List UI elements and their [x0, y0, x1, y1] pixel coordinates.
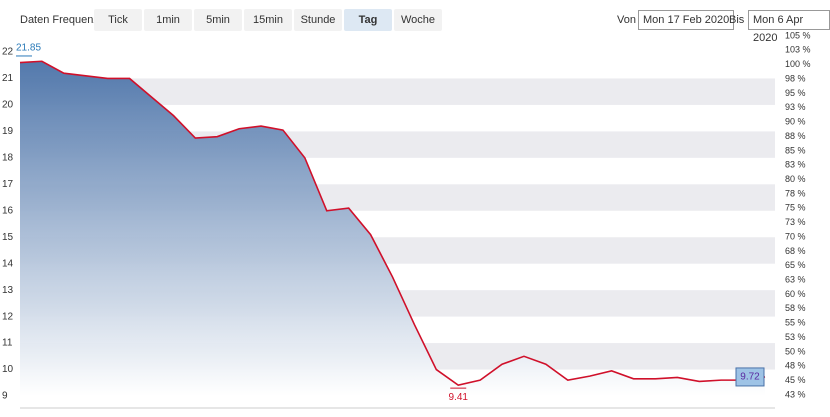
y-tick-label: 21	[2, 73, 14, 84]
y-tick-label: 13	[2, 285, 14, 296]
y2-tick-label: 75 %	[785, 203, 806, 213]
y2-tick-label: 60 %	[785, 289, 806, 299]
y-tick-label: 16	[2, 205, 14, 216]
area-fill	[20, 61, 765, 397]
y2-tick-label: 90 %	[785, 117, 806, 127]
frequency-label: Daten Frequenz	[20, 14, 99, 26]
max-label: 21.85	[16, 43, 41, 54]
y-tick-label: 12	[2, 311, 14, 322]
y2-tick-label: 43 %	[785, 389, 806, 399]
y-tick-label: 19	[2, 126, 14, 137]
y-tick-label: 10	[2, 364, 14, 375]
from-label: Von	[617, 14, 636, 26]
y2-tick-label: 50 %	[785, 346, 806, 356]
to-date[interactable]: Mon 6 Apr 2020	[748, 10, 830, 44]
frequency-button[interactable]: Tick	[94, 9, 142, 31]
from-date[interactable]: Mon 17 Feb 2020	[638, 10, 735, 30]
y2-tick-label: 93 %	[785, 102, 806, 112]
y-tick-label: 22	[2, 47, 14, 58]
y2-tick-label: 98 %	[785, 73, 806, 83]
y2-tick-label: 88 %	[785, 131, 806, 141]
y2-tick-label: 58 %	[785, 303, 806, 313]
y2-tick-label: 45 %	[785, 375, 806, 385]
y2-tick-label: 65 %	[785, 260, 806, 270]
last-label: 9.72	[740, 372, 760, 383]
frequency-button[interactable]: Woche	[394, 9, 442, 31]
y2-tick-label: 53 %	[785, 332, 806, 342]
y-tick-label: 11	[2, 338, 13, 349]
y-tick-label: 9	[2, 391, 8, 402]
min-label: 9.41	[449, 392, 469, 403]
last-box	[735, 367, 765, 387]
y2-tick-label: 55 %	[785, 318, 806, 328]
y2-tick-label: 85 %	[785, 145, 806, 155]
frequency-button[interactable]: 1min	[144, 9, 192, 31]
frequency-button[interactable]: Stunde	[294, 9, 342, 31]
y-tick-label: 17	[2, 179, 14, 190]
y-tick-label: 15	[2, 232, 14, 243]
y2-tick-label: 103 %	[785, 45, 811, 55]
y-tick-label: 18	[2, 152, 14, 163]
frequency-button[interactable]: 5min	[194, 9, 242, 31]
to-label: Bis	[729, 14, 745, 26]
y-tick-label: 20	[2, 100, 14, 111]
y2-tick-label: 100 %	[785, 59, 811, 69]
toolbar: Daten Frequenz Von Mon 17 Feb 2020 Bis M…	[0, 0, 830, 44]
y2-tick-label: 95 %	[785, 88, 806, 98]
y2-tick-label: 105 %	[785, 30, 811, 40]
y2-tick-label: 48 %	[785, 361, 806, 371]
y2-tick-label: 68 %	[785, 246, 806, 256]
price-line	[19, 60, 766, 387]
frequency-button[interactable]: Tag	[344, 9, 392, 31]
y2-tick-label: 78 %	[785, 188, 806, 198]
frequency-button[interactable]: 15min	[244, 9, 292, 31]
y2-tick-label: 73 %	[785, 217, 806, 227]
y2-tick-label: 63 %	[785, 274, 806, 284]
y-tick-label: 14	[2, 258, 14, 269]
y2-tick-label: 80 %	[785, 174, 806, 184]
y2-tick-label: 70 %	[785, 231, 806, 241]
y2-tick-label: 83 %	[785, 160, 806, 170]
